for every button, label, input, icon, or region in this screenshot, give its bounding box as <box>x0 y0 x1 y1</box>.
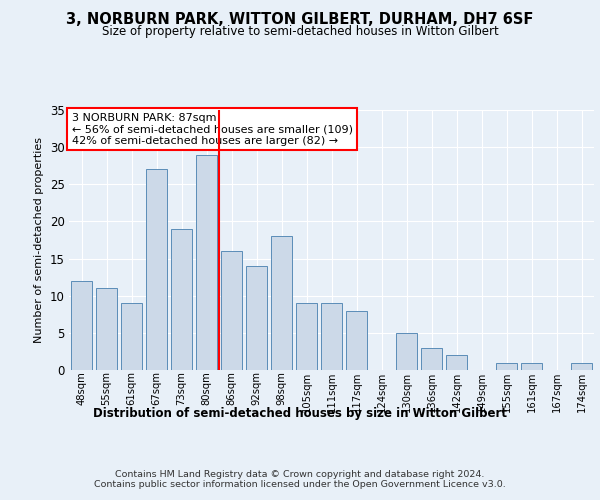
Bar <box>196 154 217 370</box>
Bar <box>96 288 117 370</box>
Bar <box>521 362 542 370</box>
Text: 3, NORBURN PARK, WITTON GILBERT, DURHAM, DH7 6SF: 3, NORBURN PARK, WITTON GILBERT, DURHAM,… <box>67 12 533 28</box>
Bar <box>421 348 442 370</box>
Bar <box>396 333 417 370</box>
Bar <box>446 355 467 370</box>
Bar <box>221 251 242 370</box>
Y-axis label: Number of semi-detached properties: Number of semi-detached properties <box>34 137 44 343</box>
Text: Size of property relative to semi-detached houses in Witton Gilbert: Size of property relative to semi-detach… <box>101 25 499 38</box>
Bar <box>121 303 142 370</box>
Bar <box>571 362 592 370</box>
Text: 3 NORBURN PARK: 87sqm
← 56% of semi-detached houses are smaller (109)
42% of sem: 3 NORBURN PARK: 87sqm ← 56% of semi-deta… <box>71 112 353 146</box>
Text: Contains HM Land Registry data © Crown copyright and database right 2024.: Contains HM Land Registry data © Crown c… <box>115 470 485 479</box>
Text: Contains public sector information licensed under the Open Government Licence v3: Contains public sector information licen… <box>94 480 506 489</box>
Bar <box>496 362 517 370</box>
Bar <box>171 229 192 370</box>
Text: Distribution of semi-detached houses by size in Witton Gilbert: Distribution of semi-detached houses by … <box>93 408 507 420</box>
Bar <box>271 236 292 370</box>
Bar <box>146 170 167 370</box>
Bar <box>71 281 92 370</box>
Bar <box>296 303 317 370</box>
Bar <box>246 266 267 370</box>
Bar <box>321 303 342 370</box>
Bar <box>346 310 367 370</box>
